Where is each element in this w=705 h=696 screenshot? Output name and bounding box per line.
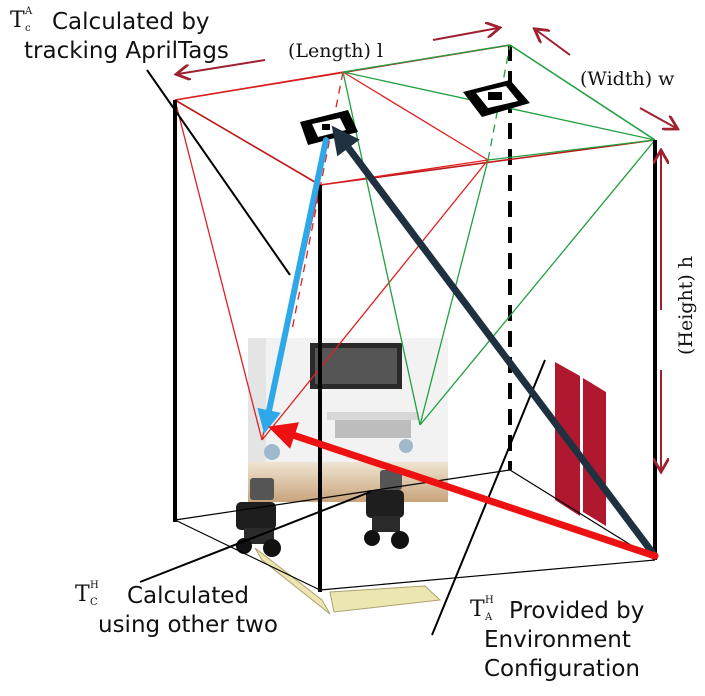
- door: [555, 362, 606, 526]
- tch-label-line2: using other two: [98, 612, 278, 638]
- tha-label-line2: Environment: [484, 627, 631, 653]
- tca-label-line1: Calculated by: [52, 9, 210, 35]
- apriltag-1-icon: [300, 110, 358, 145]
- tch-arrow: [268, 422, 659, 560]
- tha-label-line1: Provided by: [509, 598, 645, 624]
- apriltag-2-icon: [463, 80, 530, 117]
- tch-label-line1: Calculated: [127, 583, 250, 609]
- room-frame-front: [173, 100, 657, 592]
- tha-arrow: [331, 125, 659, 560]
- transform-arrows: [257, 125, 659, 560]
- wheelchair-right-icon: [364, 470, 409, 549]
- tha-symbol: T H A: [470, 595, 494, 623]
- tha-label-line3: Configuration: [484, 656, 640, 682]
- height-label: (Height) h: [675, 255, 697, 355]
- width-label: (Width) w: [580, 68, 675, 90]
- tca-symbol: T A c: [10, 6, 33, 34]
- floor-rug: [254, 547, 442, 615]
- tv-stand: [327, 412, 419, 420]
- dimension-arrows: [178, 28, 676, 470]
- room-photo: [248, 338, 448, 502]
- length-label: (Length) l: [288, 40, 384, 62]
- tch-symbol: T H C: [75, 580, 99, 608]
- tca-arrow: [257, 137, 329, 434]
- tca-label-line2: tracking AprilTags: [24, 38, 229, 64]
